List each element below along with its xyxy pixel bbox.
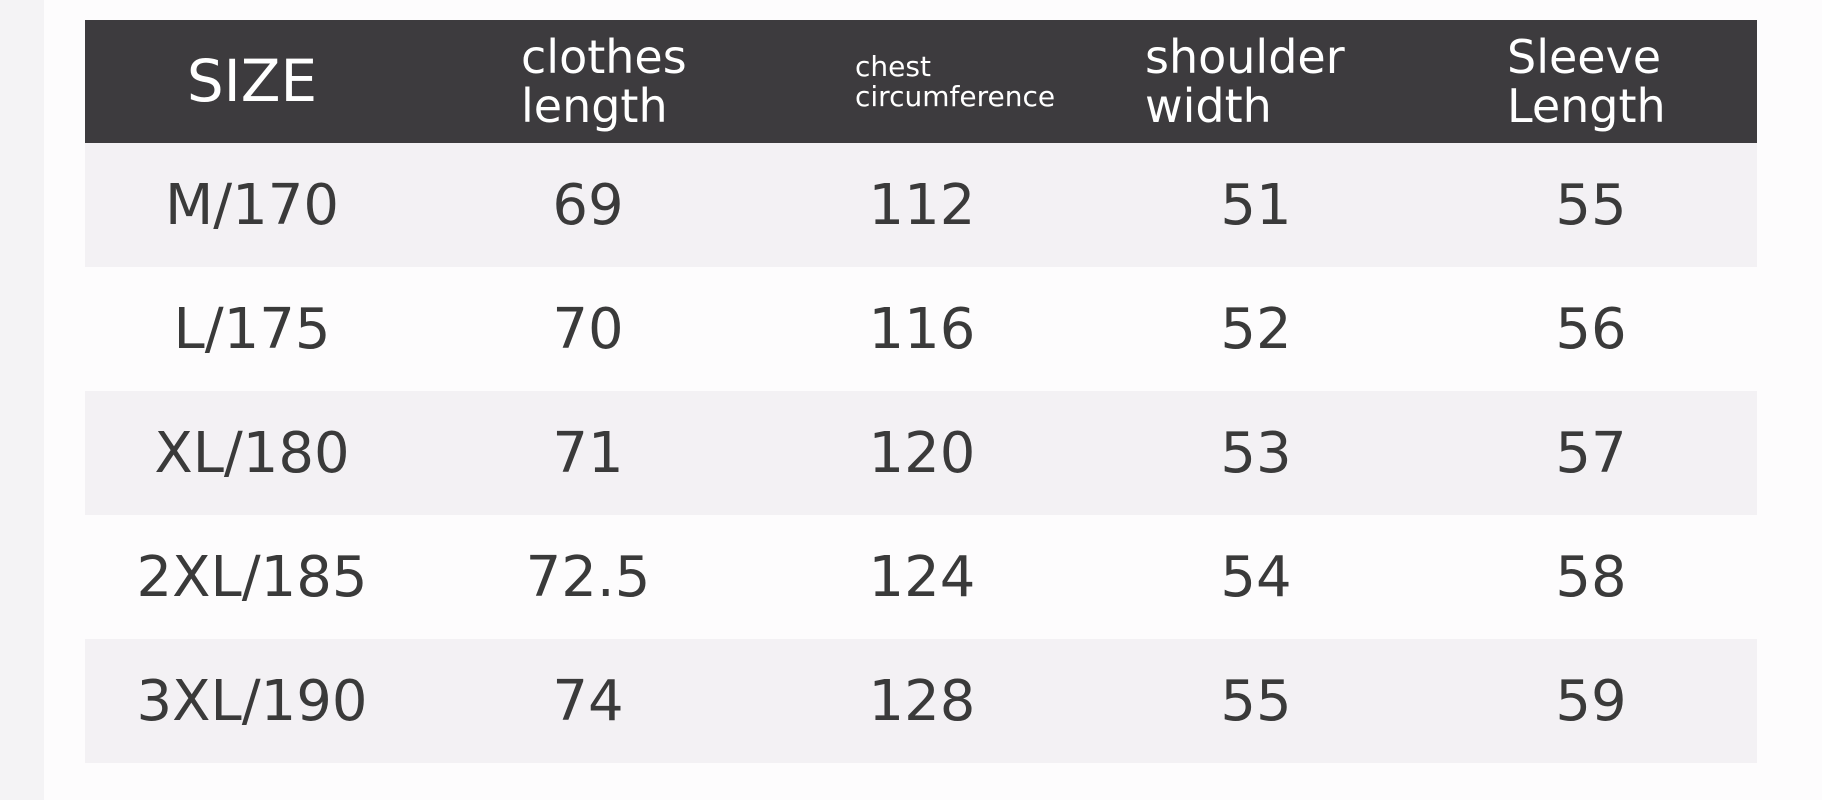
header-text: Length	[1507, 78, 1666, 133]
table-cell: 53	[1220, 420, 1292, 486]
table-row: XL/180 71 120 53 57	[85, 391, 1757, 515]
table-row: 2XL/185 72.5 124 54 58	[85, 515, 1757, 639]
header-text: length	[521, 78, 668, 133]
table-cell: 71	[552, 420, 624, 486]
table-cell: 59	[1555, 668, 1627, 734]
header-cell: clothes length	[521, 20, 821, 143]
table-row: 3XL/190 74 128 55 59	[85, 639, 1757, 763]
table-cell: 112	[868, 172, 976, 238]
table-cell: L/175	[173, 296, 331, 362]
header-cell: Sleeve Length	[1507, 20, 1807, 143]
table-cell: XL/180	[154, 420, 350, 486]
header-text: circumference	[855, 79, 1056, 113]
header-text: chest	[855, 50, 931, 84]
table-cell: 116	[868, 296, 976, 362]
table-cell: 55	[1220, 668, 1292, 734]
header-cell: chest circumference	[855, 20, 1155, 143]
table-row: L/175 70 116 52 56	[85, 267, 1757, 391]
table-cell: 72.5	[525, 544, 651, 610]
header-text: width	[1145, 78, 1272, 133]
table-cell: 58	[1555, 544, 1627, 610]
table-cell: 69	[552, 172, 624, 238]
table-cell: 51	[1220, 172, 1292, 238]
table-cell: 57	[1555, 420, 1627, 486]
header-text: clothes	[521, 30, 687, 85]
table-cell: 3XL/190	[136, 668, 368, 734]
table-cell: 128	[868, 668, 976, 734]
table-cell: 70	[552, 296, 624, 362]
table-cell: 74	[552, 668, 624, 734]
header-text: shoulder	[1145, 30, 1345, 85]
table-cell: 52	[1220, 296, 1292, 362]
header-text: SIZE	[186, 47, 318, 116]
side-strip	[0, 0, 44, 800]
header-row: SIZE clothes length chest circumference shoul…	[85, 20, 1757, 143]
header-cell: SIZE	[102, 20, 402, 143]
table-cell: 54	[1220, 544, 1292, 610]
table-cell: 55	[1555, 172, 1627, 238]
table-row: M/170 69 112 51 55	[85, 143, 1757, 267]
table-cell: 2XL/185	[136, 544, 368, 610]
table-cell: 56	[1555, 296, 1627, 362]
table-cell: 120	[868, 420, 976, 486]
header-text: Sleeve	[1507, 30, 1662, 85]
size-table: SIZE clothes length chest circumference shoul…	[85, 20, 1757, 763]
table-cell: 124	[868, 544, 976, 610]
header-cell: shoulder width	[1145, 20, 1445, 143]
table-cell: M/170	[164, 172, 340, 238]
